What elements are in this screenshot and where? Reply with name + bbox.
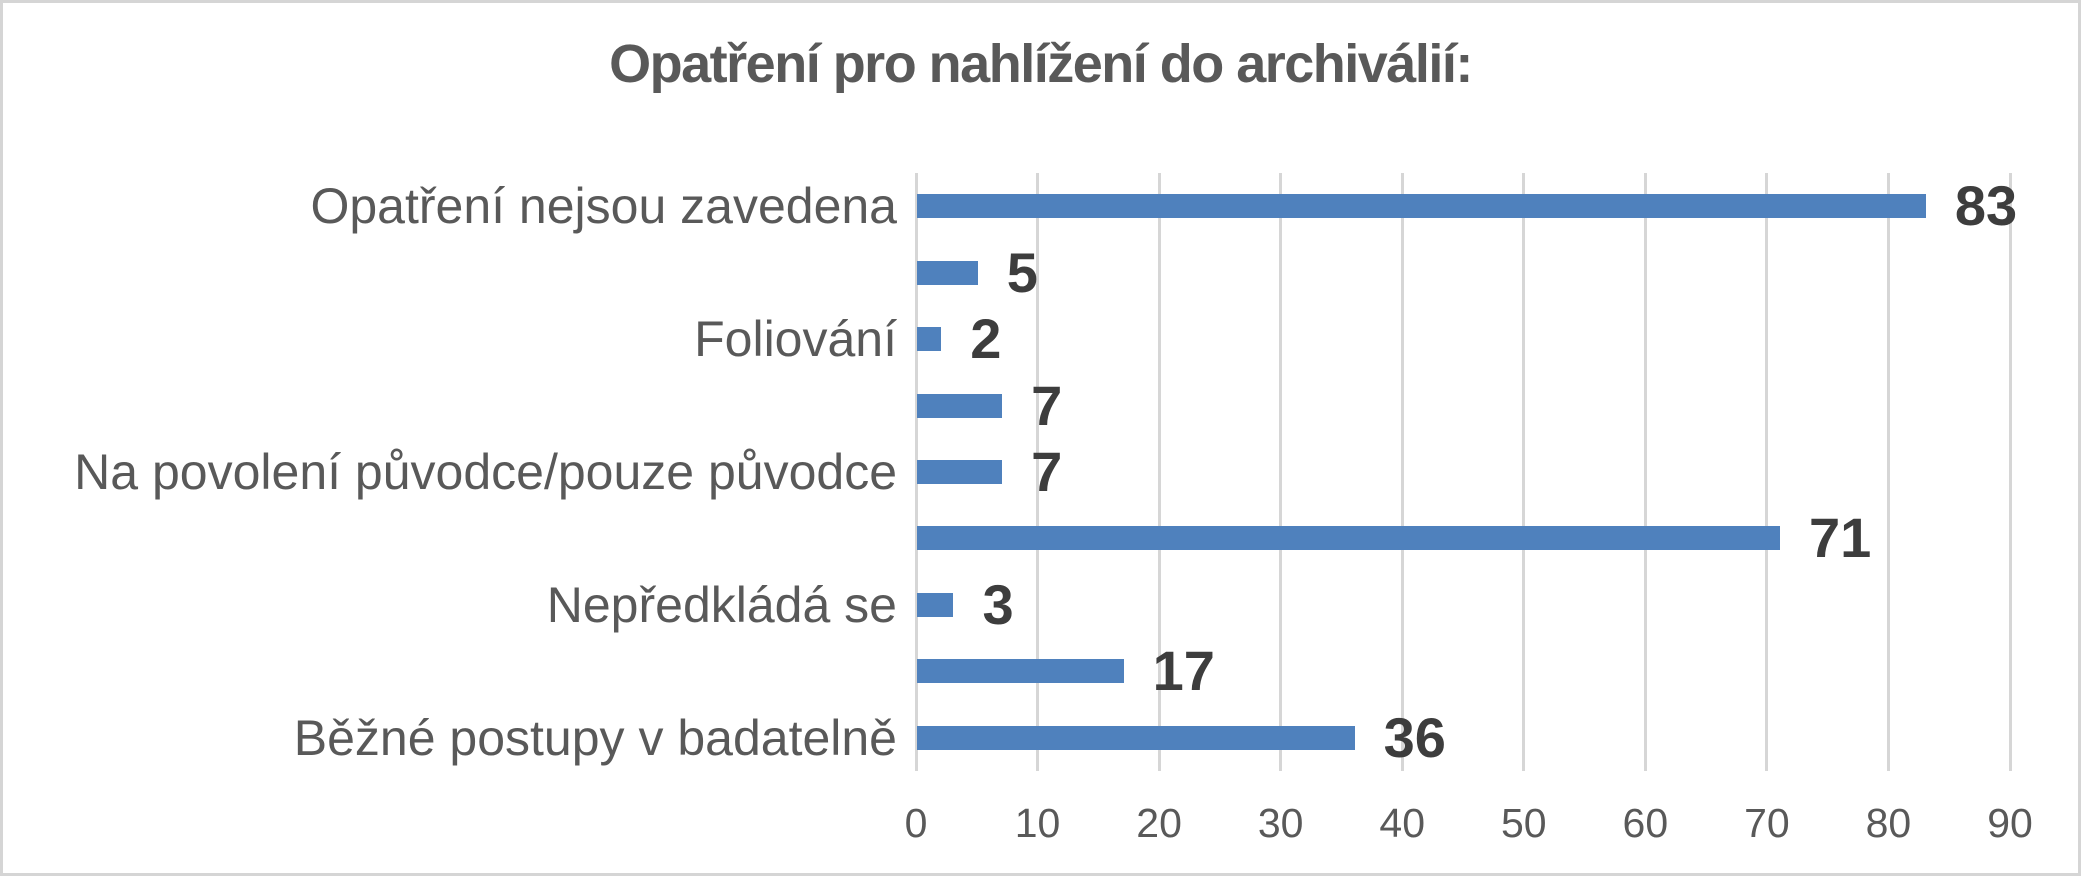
x-axis-tick-label: 70 xyxy=(1744,800,1790,846)
x-axis-tick-label: 10 xyxy=(1014,800,1061,846)
bar xyxy=(917,725,1355,750)
bar-value-label: 71 xyxy=(1809,506,1872,570)
gridline-x-30 xyxy=(1279,173,1283,771)
gridline-x-80 xyxy=(1886,173,1890,771)
gridline-x-10 xyxy=(1036,173,1040,771)
bar-value-label: 36 xyxy=(1383,705,1446,769)
gridline-x-70 xyxy=(1765,173,1769,771)
gridline-x-90 xyxy=(2008,173,2012,771)
x-axis-tick-label: 80 xyxy=(1865,800,1912,846)
bar-value-label: 3 xyxy=(982,572,1014,636)
bar-value-label: 7 xyxy=(1031,440,1063,503)
x-axis-tick-label: 40 xyxy=(1379,800,1426,846)
category-label: Na povolení původce/pouze původce xyxy=(74,444,897,500)
bar xyxy=(917,592,954,617)
x-axis-tick-label: 0 xyxy=(904,800,928,846)
category-label: Foliování xyxy=(694,311,897,368)
gridline-x-40 xyxy=(1400,173,1404,771)
bar-value-label: 83 xyxy=(1954,174,2018,238)
gridline-x-0 xyxy=(914,173,918,771)
x-axis-tick-label: 30 xyxy=(1257,800,1304,846)
chart-title: Opatření pro nahlížení do archiválií: xyxy=(609,34,1473,94)
bar-value-label: 5 xyxy=(1006,240,1038,304)
bar xyxy=(917,327,942,352)
bar-value-label: 17 xyxy=(1152,639,1215,703)
category-label: Opatření nejsou zavedena xyxy=(310,178,897,235)
category-label: Nepředkládá se xyxy=(546,576,897,633)
bar xyxy=(917,659,1124,684)
gridline-x-20 xyxy=(1157,173,1161,771)
x-axis-tick-label: 20 xyxy=(1136,800,1182,846)
bar-value-label: 2 xyxy=(970,307,1002,371)
bar-value-label: 7 xyxy=(1031,373,1063,437)
x-axis-tick-label: 90 xyxy=(1987,800,2033,846)
bar xyxy=(917,260,978,285)
bar xyxy=(917,393,1003,418)
bar xyxy=(917,526,1781,551)
gridline-x-60 xyxy=(1643,173,1647,771)
x-axis-tick-label: 60 xyxy=(1622,800,1669,846)
x-axis-tick-label: 50 xyxy=(1500,800,1547,846)
bar xyxy=(917,194,1926,219)
bar xyxy=(917,460,1003,484)
category-label: Běžné postupy v badatelně xyxy=(293,709,897,766)
gridline-x-50 xyxy=(1522,173,1526,771)
